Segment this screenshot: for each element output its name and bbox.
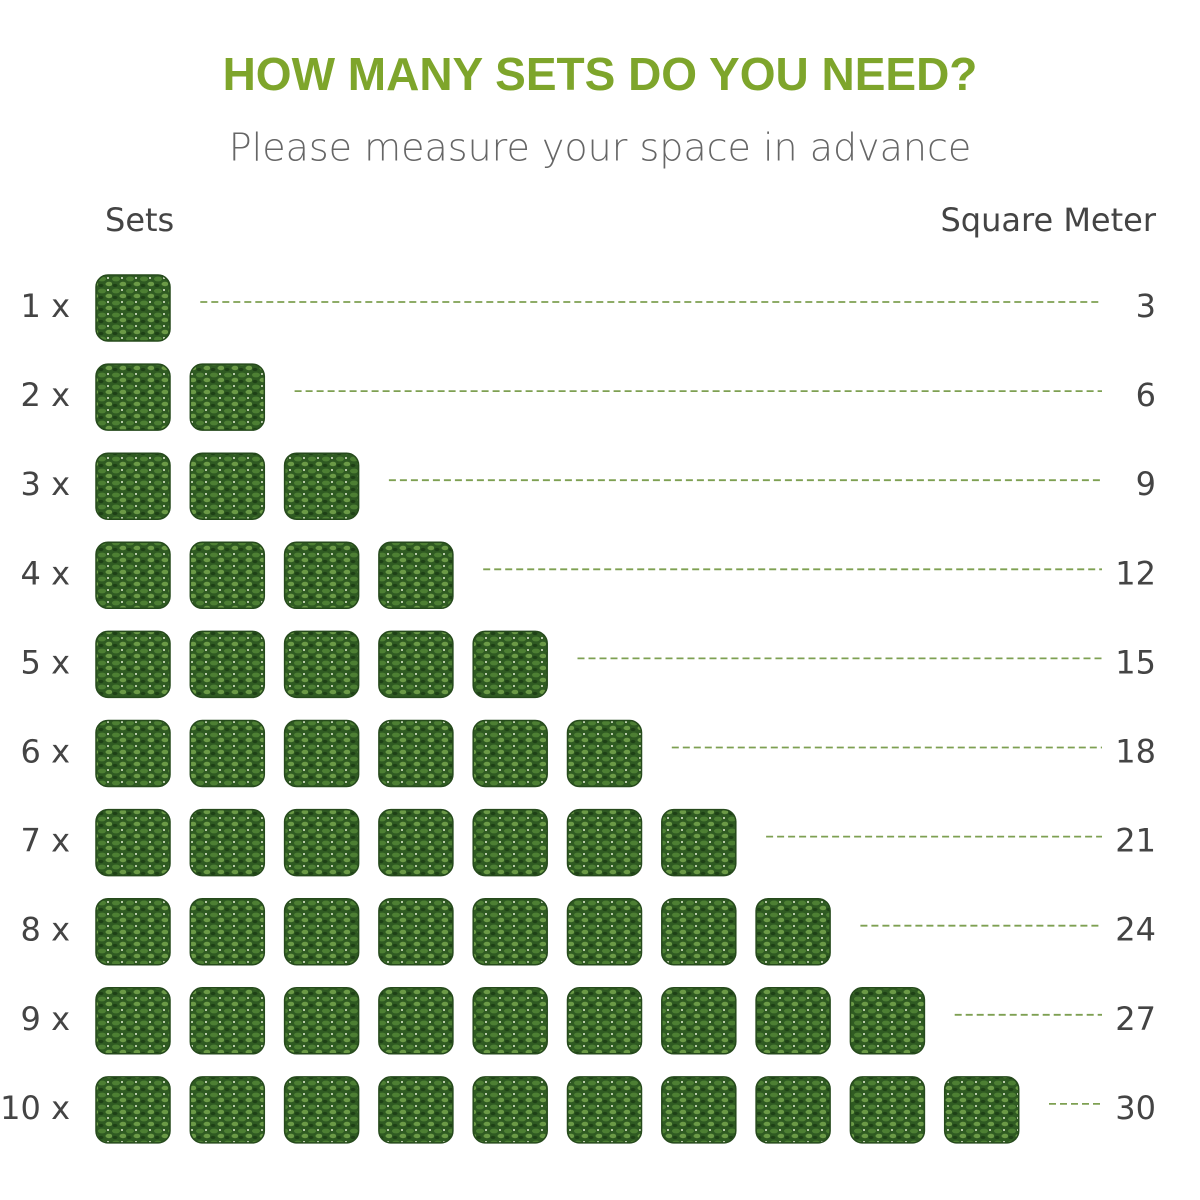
tile <box>566 1076 643 1144</box>
tile <box>283 630 360 699</box>
tile <box>755 987 831 1055</box>
area-value: 6 <box>1136 376 1156 414</box>
tile <box>378 1076 454 1144</box>
tile <box>95 719 171 788</box>
row-label: 9 x <box>21 1000 70 1038</box>
tile <box>661 1076 737 1144</box>
tile <box>95 897 171 966</box>
tile <box>849 1076 926 1144</box>
row-label: 8 x <box>21 911 70 949</box>
tile <box>95 274 171 342</box>
area-value: 27 <box>1115 1000 1156 1038</box>
tile <box>189 719 266 788</box>
tile <box>472 897 548 966</box>
tile <box>566 808 643 877</box>
tile <box>283 1076 360 1144</box>
area-value: 21 <box>1115 822 1156 860</box>
tile <box>661 987 737 1055</box>
tile <box>283 808 360 877</box>
row-label: 6 x <box>21 733 70 771</box>
tile <box>755 897 831 966</box>
tile <box>378 630 454 699</box>
tile <box>378 719 454 788</box>
tile <box>95 541 171 610</box>
tile <box>283 541 360 610</box>
tile <box>566 719 643 788</box>
tile <box>755 1076 831 1144</box>
row-label: 1 x <box>21 287 70 325</box>
tile <box>283 719 360 788</box>
row-label: 4 x <box>21 554 70 592</box>
area-value: 24 <box>1115 911 1156 949</box>
area-value: 15 <box>1115 643 1156 681</box>
area-value: 30 <box>1115 1089 1156 1127</box>
tile <box>189 363 266 431</box>
tile <box>472 808 548 877</box>
tile <box>95 452 171 520</box>
tile <box>95 1076 171 1144</box>
tile <box>849 987 926 1055</box>
tile <box>943 1076 1020 1144</box>
tile <box>189 1076 266 1144</box>
tile <box>472 987 548 1055</box>
tile <box>472 719 548 788</box>
row-label: 2 x <box>21 376 70 414</box>
area-value: 12 <box>1115 554 1156 592</box>
tile <box>189 452 266 520</box>
tile <box>189 897 266 966</box>
area-header: Square Meter <box>940 201 1156 239</box>
row-label: 7 x <box>21 822 70 860</box>
tile <box>378 541 454 610</box>
tile <box>566 897 643 966</box>
tile <box>95 363 171 431</box>
sets-header: Sets <box>105 201 174 239</box>
tile <box>661 808 737 877</box>
row-label: 10 x <box>0 1089 70 1127</box>
tile <box>95 987 171 1055</box>
tile <box>283 987 360 1055</box>
tile <box>472 630 548 699</box>
tile <box>189 987 266 1055</box>
tile <box>95 808 171 877</box>
tile <box>95 630 171 699</box>
tile <box>283 452 360 520</box>
tile <box>189 541 266 610</box>
tile <box>189 808 266 877</box>
title: HOW MANY SETS DO YOU NEED? <box>223 48 978 100</box>
tile <box>566 987 643 1055</box>
tile <box>283 897 360 966</box>
area-value: 3 <box>1136 287 1156 325</box>
tile <box>661 897 737 966</box>
area-value: 18 <box>1115 733 1156 771</box>
area-value: 9 <box>1136 465 1156 503</box>
tile <box>378 808 454 877</box>
row-label: 5 x <box>21 643 70 681</box>
tile <box>378 897 454 966</box>
subtitle: Please measure your space in advance <box>229 126 972 170</box>
row-label: 3 x <box>21 465 70 503</box>
tile <box>189 630 266 699</box>
tile <box>378 987 454 1055</box>
tile <box>472 1076 548 1144</box>
